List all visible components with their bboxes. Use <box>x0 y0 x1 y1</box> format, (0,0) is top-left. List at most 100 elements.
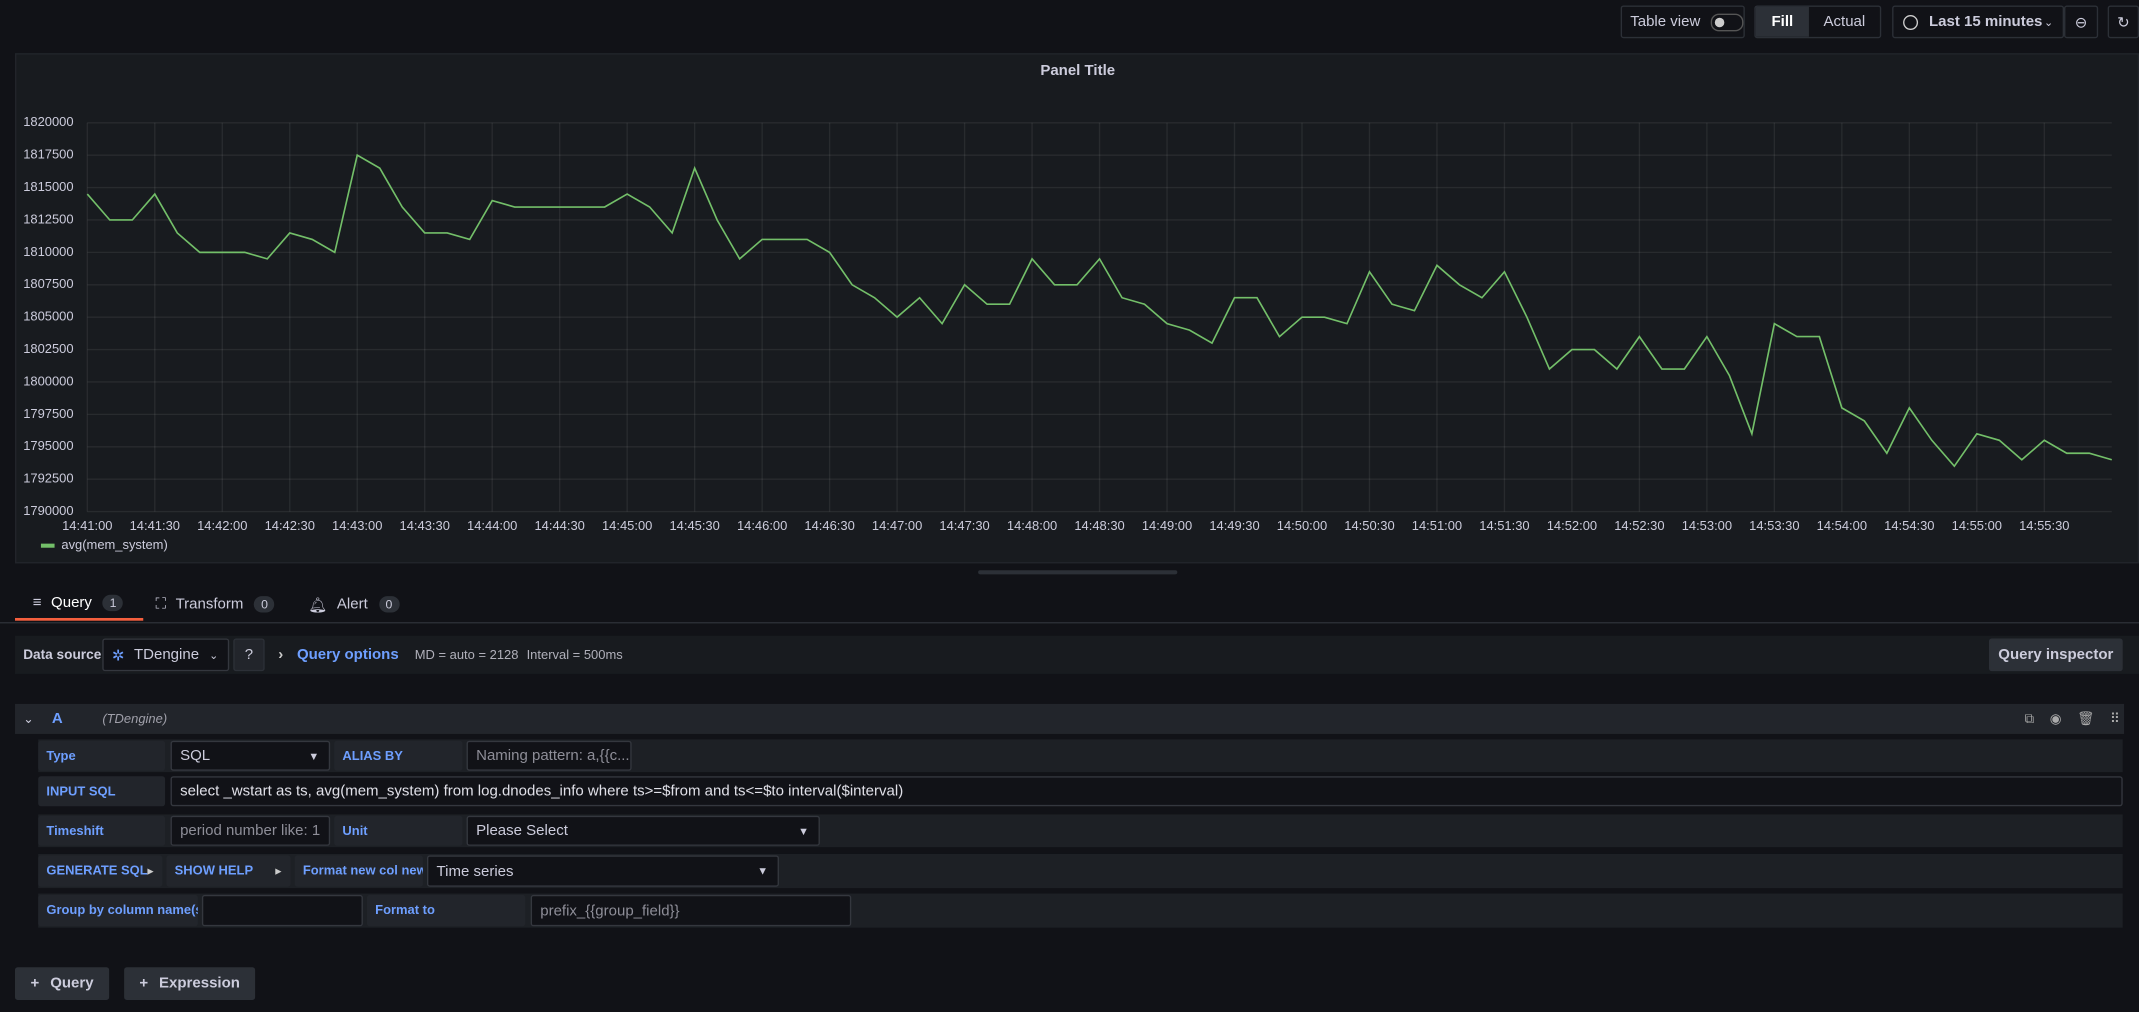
divider <box>0 622 2139 623</box>
collapse-icon[interactable]: ⌄ <box>23 704 33 734</box>
format-to-label: Format to <box>367 895 525 926</box>
query-actions: ⧉ ◉ 🗑︎ ⠿ <box>2024 704 2119 734</box>
alias-input[interactable]: Naming pattern: a,{{c... <box>467 741 632 771</box>
tab-alert[interactable]: 🔔︎Alert0 <box>308 588 403 621</box>
format-label: Format new col new <box>295 855 423 886</box>
help-button[interactable]: ? <box>233 638 264 671</box>
data-source-label: Data source <box>23 638 101 671</box>
x-tick-label: 14:42:00 <box>197 518 247 533</box>
x-tick-label: 14:51:30 <box>1479 518 1529 533</box>
x-tick-label: 14:47:00 <box>872 518 922 533</box>
interval-info: Interval = 500ms <box>527 638 623 671</box>
x-tick-label: 14:41:30 <box>130 518 180 533</box>
legend-label: avg(mem_system) <box>61 537 167 552</box>
x-tick-label: 14:51:00 <box>1412 518 1462 533</box>
caret: ▼ <box>308 750 319 762</box>
group-label: Group by column name(s) <box>38 895 198 926</box>
drag-icon[interactable]: ⠿ <box>2110 711 2120 726</box>
add-expression-button[interactable]: +Expression <box>124 967 255 1000</box>
y-tick-label: 1817500 <box>23 147 73 162</box>
y-tick-label: 1790000 <box>23 503 73 518</box>
x-tick-label: 14:47:30 <box>939 518 989 533</box>
delete-icon[interactable]: 🗑︎ <box>2077 711 2094 726</box>
data-source: TDengine <box>134 647 199 663</box>
duplicate-icon[interactable]: ⧉ <box>2024 711 2034 726</box>
tab-query[interactable]: ≡Query1 <box>15 588 143 621</box>
generate-sql-label: GENERATE SQL <box>46 864 147 879</box>
tab-label: Alert <box>337 596 368 612</box>
show-help-label: SHOW HELP <box>175 864 253 879</box>
timeshift-label: Timeshift <box>38 816 165 846</box>
timeshift-input[interactable]: period number like: 1 <box>171 816 331 846</box>
tab-icon: ⛶ <box>156 595 167 613</box>
y-tick-label: 1792500 <box>23 471 73 486</box>
y-tick-label: 1802500 <box>23 341 73 356</box>
type-value: SQL <box>180 748 210 764</box>
x-tick-label: 14:41:00 <box>62 518 112 533</box>
y-tick-label: 1812500 <box>23 211 73 226</box>
y-tick-label: 1807500 <box>23 276 73 291</box>
add-expression-label: Expression <box>159 975 240 991</box>
unit-select[interactable]: Please Select ▼ <box>467 816 820 846</box>
x-tick-label: 14:53:30 <box>1749 518 1799 533</box>
add-query-button[interactable]: +Query <box>15 967 109 1000</box>
format-to-input[interactable]: prefix_{{group_field}} <box>531 895 852 926</box>
sql-input[interactable]: select _wstart as ts, avg(mem_system) fr… <box>171 776 2123 806</box>
unit-label: Unit <box>334 816 462 846</box>
tab-label: Query <box>51 595 92 611</box>
unit-value: Please Select <box>476 823 568 839</box>
query-inspector-button[interactable]: Query inspector <box>1989 638 2123 671</box>
x-tick-label: 14:49:00 <box>1142 518 1192 533</box>
x-tick-label: 14:49:30 <box>1209 518 1259 533</box>
y-tick-label: 1800000 <box>23 373 73 388</box>
x-tick-label: 14:50:30 <box>1344 518 1394 533</box>
x-tick-label: 14:54:30 <box>1884 518 1934 533</box>
data-source-picker[interactable]: ✲ TDengine ⌄ <box>102 638 229 671</box>
caret: ▼ <box>757 865 768 877</box>
x-tick-label: 14:52:30 <box>1614 518 1664 533</box>
y-tick-label: 1810000 <box>23 244 73 259</box>
ds-icon: ✲ <box>112 646 125 664</box>
x-tick-label: 14:45:00 <box>602 518 652 533</box>
add-query-label: Query <box>50 975 93 991</box>
y-tick-label: 1795000 <box>23 438 73 453</box>
y-tick-label: 1815000 <box>23 179 73 194</box>
x-tick-label: 14:46:00 <box>737 518 787 533</box>
show-help-button[interactable]: SHOW HELP▸ <box>166 855 290 886</box>
tab-label: Transform <box>176 596 244 612</box>
x-tick-label: 14:43:00 <box>332 518 382 533</box>
resize-handle[interactable] <box>978 570 1177 574</box>
chart: Panel Title 1790000179250017950001797500… <box>0 0 2139 573</box>
query-options[interactable]: ›Query options <box>278 638 398 671</box>
format-select[interactable]: Time series ▼ <box>427 855 779 886</box>
tab-transform[interactable]: ⛶ Transform 0 <box>156 588 292 621</box>
y-tick-label: 1797500 <box>23 406 73 421</box>
query-source: (TDengine) <box>102 704 167 734</box>
input-sql-label: INPUT SQL <box>38 776 165 806</box>
x-tick-label: 14:48:30 <box>1074 518 1124 533</box>
y-tick-label: 1820000 <box>23 114 73 129</box>
x-tick-label: 14:44:00 <box>467 518 517 533</box>
format-value: Time series <box>437 863 514 879</box>
y-tick-label: 1805000 <box>23 309 73 324</box>
md-info: MD = auto = 2128 <box>415 638 519 671</box>
x-tick-label: 14:44:30 <box>534 518 584 533</box>
x-tick-label: 14:50:00 <box>1277 518 1327 533</box>
x-tick-label: 14:52:00 <box>1547 518 1597 533</box>
caret: ▼ <box>798 825 809 837</box>
alias-label: ALIAS BY <box>334 741 462 771</box>
x-tick-label: 14:48:00 <box>1007 518 1057 533</box>
query-header <box>15 704 2124 734</box>
type-select[interactable]: SQL ▼ <box>171 741 331 771</box>
hide-icon[interactable]: ◉ <box>2050 711 2062 726</box>
caret: ⌄ <box>209 649 218 661</box>
x-tick-label: 14:55:00 <box>1952 518 2002 533</box>
tab-count: 0 <box>254 596 274 612</box>
group-input[interactable] <box>202 895 363 926</box>
generate-sql-button[interactable]: GENERATE SQL▸ <box>38 855 162 886</box>
x-tick-label: 14:46:30 <box>804 518 854 533</box>
tab-count: 1 <box>103 595 123 611</box>
x-tick-label: 14:43:30 <box>400 518 450 533</box>
x-tick-label: 14:55:30 <box>2019 518 2069 533</box>
